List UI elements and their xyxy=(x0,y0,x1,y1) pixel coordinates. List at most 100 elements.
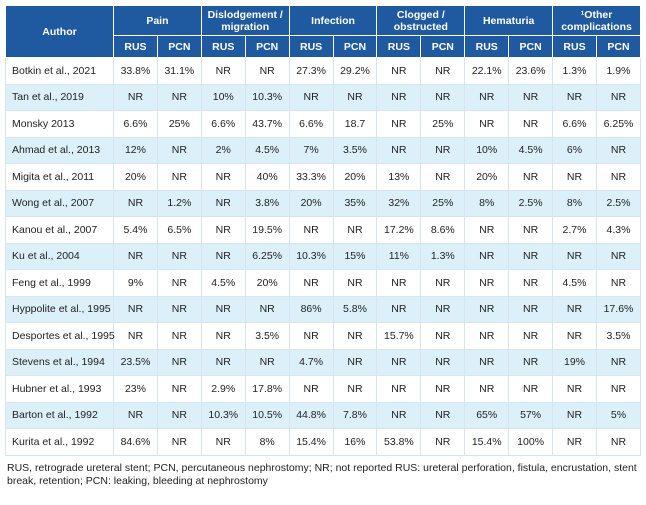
table-row: Botkin et al., 2021 33.8% 31.1% NR NR 27.3% 29… xyxy=(5,57,642,85)
value-cell: 10.5% xyxy=(244,401,290,429)
value-cell: NR xyxy=(332,269,378,297)
value-cell: NR xyxy=(156,83,202,111)
subheader: RUS xyxy=(376,35,422,58)
value-cell: 20% xyxy=(244,269,290,297)
author-cell: Ku et al., 2004 xyxy=(5,242,114,270)
value-cell: NR xyxy=(420,136,466,164)
value-cell: NR xyxy=(288,83,334,111)
value-cell: NR xyxy=(508,110,554,138)
value-cell: NR xyxy=(508,163,554,191)
value-cell: 29.2% xyxy=(332,57,378,85)
value-cell: 100% xyxy=(508,428,554,456)
value-cell: NR xyxy=(595,163,642,191)
value-cell: NR xyxy=(200,428,246,456)
value-cell: NR xyxy=(508,322,554,350)
value-cell: 4.7% xyxy=(288,348,334,376)
value-cell: 10.3% xyxy=(244,83,290,111)
value-cell: 65% xyxy=(464,401,510,429)
table-row: Tan et al., 2019 NR NR 10% 10.3% NR NR NR NR NR NR… xyxy=(5,83,642,111)
value-cell: NR xyxy=(595,242,642,270)
group-header: Dislodgement / migration xyxy=(200,5,290,36)
value-cell: 9% xyxy=(113,269,158,297)
value-cell: 86% xyxy=(288,295,334,323)
value-cell: 27.3% xyxy=(288,57,334,85)
value-cell: NR xyxy=(156,269,202,297)
value-cell: NR xyxy=(156,348,202,376)
subheader: PCN xyxy=(420,35,466,58)
group-header: Pain xyxy=(113,5,202,36)
value-cell: NR xyxy=(376,295,422,323)
table-body: Botkin et al., 2021 33.8% 31.1% NR NR 27.3% 29… xyxy=(5,57,642,456)
value-cell: NR xyxy=(156,401,202,429)
value-cell: NR xyxy=(376,348,422,376)
value-cell: 1.3% xyxy=(420,242,466,270)
subheader-row: RUS PCN RUS PCN RUS PCN RUS PCN RUS PCN RUS PCN xyxy=(6,35,642,58)
value-cell: NR xyxy=(200,348,246,376)
value-cell: NR xyxy=(332,375,378,403)
value-cell: NR xyxy=(244,295,290,323)
value-cell: 31.1% xyxy=(156,57,202,85)
value-cell: NR xyxy=(420,428,466,456)
subheader: RUS xyxy=(552,35,597,58)
value-cell: NR xyxy=(464,83,510,111)
value-cell: NR xyxy=(244,348,290,376)
value-cell: NR xyxy=(376,375,422,403)
value-cell: NR xyxy=(508,295,554,323)
value-cell: NR xyxy=(420,375,466,403)
value-cell: NR xyxy=(595,348,642,376)
subheader: PCN xyxy=(244,35,290,58)
value-cell: NR xyxy=(288,216,334,244)
value-cell: 1.3% xyxy=(552,57,597,85)
author-cell: Botkin et al., 2021 xyxy=(5,57,114,85)
value-cell: 3.5% xyxy=(595,322,642,350)
author-cell: Migita et al., 2011 xyxy=(5,163,114,191)
value-cell: 15% xyxy=(332,242,378,270)
table-row: Kurita et al., 1992 84.6% NR NR 8% 15.4% 16% 53… xyxy=(5,428,642,456)
author-cell: Tan et al., 2019 xyxy=(5,83,114,111)
value-cell: 57% xyxy=(508,401,554,429)
value-cell: NR xyxy=(156,428,202,456)
value-cell: 1.2% xyxy=(156,189,202,217)
value-cell: 22.1% xyxy=(464,57,510,85)
value-cell: NR xyxy=(508,269,554,297)
subheader: PCN xyxy=(508,35,554,58)
value-cell: NR xyxy=(376,136,422,164)
value-cell: NR xyxy=(156,136,202,164)
value-cell: NR xyxy=(200,189,246,217)
value-cell: 25% xyxy=(156,110,202,138)
value-cell: 7.8% xyxy=(332,401,378,429)
table-row: Barton et al., 1992 NR NR 10.3% 10.5% 44.8% 7.… xyxy=(5,401,642,429)
author-cell: Hubner et al., 1993 xyxy=(5,375,114,403)
value-cell: 4.5% xyxy=(200,269,246,297)
value-cell: 43.7% xyxy=(244,110,290,138)
value-cell: 5.8% xyxy=(332,295,378,323)
value-cell: 1.9% xyxy=(595,57,642,85)
author-cell: Desportes et al., 1995 xyxy=(5,322,115,350)
subheader: PCN xyxy=(595,35,642,58)
table-row: Desportes et al., 1995 NR NR NR 3.5% NR NR 15.7… xyxy=(5,322,642,350)
value-cell: NR xyxy=(420,348,466,376)
subheader: PCN xyxy=(156,35,202,58)
value-cell: NR xyxy=(332,348,378,376)
table-container: Author Pain Dislodgement / migration Infec… xyxy=(5,5,642,456)
value-cell: NR xyxy=(464,322,510,350)
value-cell: 11% xyxy=(376,242,422,270)
value-cell: NR xyxy=(420,295,466,323)
value-cell: NR xyxy=(464,110,510,138)
value-cell: 32% xyxy=(376,189,422,217)
value-cell: NR xyxy=(420,269,466,297)
author-header: Author xyxy=(5,5,114,58)
value-cell: 20% xyxy=(288,189,334,217)
value-cell: 5.4% xyxy=(113,216,158,244)
value-cell: NR xyxy=(332,322,378,350)
value-cell: 6.6% xyxy=(113,110,158,138)
subheader: RUS xyxy=(200,35,246,58)
value-cell: NR xyxy=(508,216,554,244)
value-cell: 8% xyxy=(244,428,290,456)
value-cell: 6.6% xyxy=(200,110,246,138)
value-cell: 10% xyxy=(464,136,510,164)
subheader: RUS xyxy=(113,35,158,58)
value-cell: 3.5% xyxy=(332,136,378,164)
value-cell: 8% xyxy=(552,189,597,217)
